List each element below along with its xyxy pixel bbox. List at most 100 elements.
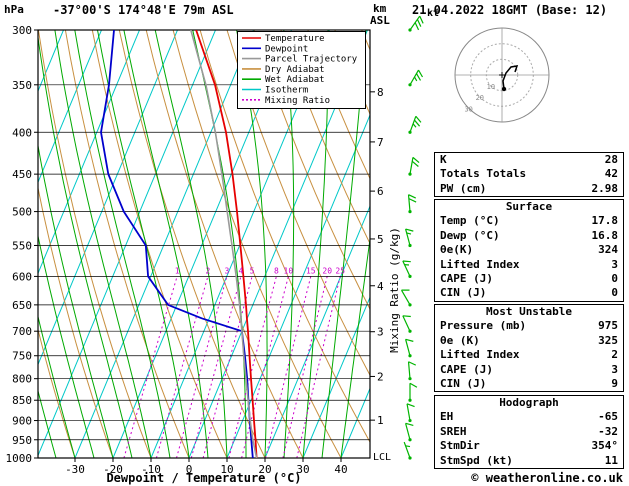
stat-label: θe (K) [440,333,480,347]
legend-label: Mixing Ratio [265,96,330,106]
temp-tick-label: 30 [296,463,309,476]
stat-label: Totals Totals [440,167,527,181]
stat-label: StmSpd (kt) [440,453,513,467]
panel-title: Hodograph [499,396,559,409]
stat-row: θe(K) 324 [435,243,623,257]
pressure-tick-label: 300 [12,24,32,37]
lcl-label: LCL [373,452,391,463]
pressure-tick-label: 850 [12,394,32,407]
stat-value: 0 [611,286,618,300]
stats-panel-most-unstable: Most Unstable Pressure (mb) 975 θe (K) 325 Li… [434,304,624,393]
legend-label: Wet Adiabat [265,75,325,85]
copyright: © weatheronline.co.uk [471,471,623,485]
parcel-trajectory-curve [190,30,258,458]
hodograph-origin-dot [501,86,507,92]
hodograph-ring-label: 30 [464,105,472,113]
km-tick-label: 6 [377,185,384,198]
legend-label: Parcel Trajectory [265,55,358,65]
stat-row: SREH -32 [435,425,623,439]
stat-value: 975 [598,319,618,333]
pressure-tick-label: 550 [12,239,32,252]
mixing-ratio-value-label: 10 [284,266,294,275]
mixing-ratio-value-label: 2 [205,266,210,275]
stats-panel-indices: K 28 Totals Totals 42 PW (cm) 2.98 [434,152,624,198]
stat-value: 9 [611,376,618,390]
datetime-label: 21.04.2022 18GMT (Base: 12) [412,3,607,17]
mixing-ratio-value-label: 4 [239,266,244,275]
km-tick-label: 7 [377,136,384,149]
stat-value: 2 [611,348,618,362]
stat-label: CAPE (J) [440,362,493,376]
stat-row: θe (K) 325 [435,334,623,348]
mixing-ratio-value-label: 20 [322,266,332,275]
km-tick-label: 4 [377,280,384,293]
pressure-tick-label: 350 [12,79,32,92]
pressure-tick-label: 750 [12,350,32,363]
stat-row: Totals Totals 42 [435,167,623,181]
temp-tick-label: 10 [220,463,233,476]
temp-tick-label: 20 [258,463,271,476]
km-tick-label: 3 [377,326,384,339]
mixing-ratio-axis-title: Mixing Ratio (g/kg) [388,227,401,353]
stat-row: CAPE (J) 0 [435,272,623,286]
stat-value: 3 [611,362,618,376]
stat-row: EH -65 [435,410,623,424]
pressure-tick-label: 400 [12,126,32,139]
stat-value: 354° [591,439,619,453]
stat-value: -32 [598,424,618,438]
temp-tick-label: -20 [103,463,123,476]
x-axis-title: Dewpoint / Temperature (°C) [106,471,301,485]
stat-label: Temp (°C) [440,214,500,228]
pressure-tick-label: 800 [12,373,32,386]
stat-label: Dewp (°C) [440,228,500,242]
km-tick-label: 8 [377,86,384,99]
stat-value: -65 [598,410,618,424]
station-title: -37°00'S 174°48'E 79m ASL [53,3,234,17]
sounding-curves [100,30,258,458]
mixing-ratio-value-label: 5 [250,266,255,275]
temp-tick-label: 0 [186,463,193,476]
mixing-ratio-value-label: 1 [175,266,180,275]
hodograph-ring-label: 10 [487,83,495,91]
stat-label: CIN (J) [440,376,487,390]
stat-label: CIN (J) [440,286,487,300]
stat-label: K [440,153,447,166]
stat-value: 16.8 [591,228,619,242]
km-axis-label: km [373,2,387,15]
pressure-tick-label: 500 [12,206,32,219]
km-tick-label: 2 [377,370,384,383]
stat-label: SREH [440,424,467,438]
stat-label: EH [440,410,454,424]
pressure-tick-label: 700 [12,325,32,338]
mixing-ratio-value-label: 15 [306,266,316,275]
stat-label: Lifted Index [440,257,520,271]
stat-value: 17.8 [591,214,619,228]
stat-row: CIN (J) 0 [435,286,623,300]
hodograph-trace [502,65,519,90]
stat-label: PW (cm) [440,181,487,195]
stat-label: θe(K) [440,243,474,257]
stat-row: Dewp (°C) 16.8 [435,229,623,243]
hodograph-ring-label: 20 [476,94,484,102]
temperature-curve [195,30,258,458]
stat-value: 3 [611,257,618,271]
axes-labels: 3003504004505005506006507007508008509009… [6,24,385,476]
stat-row: K 28 [435,153,623,167]
stat-row: StmDir 354° [435,439,623,453]
stat-label: StmDir [440,439,480,453]
stat-value: 324 [598,243,618,257]
stat-row: Temp (°C) 17.8 [435,214,623,228]
hodograph-unit-label: kt [427,8,439,19]
km-tick-label: 5 [377,233,384,246]
stat-row: Lifted Index 2 [435,348,623,362]
pressure-tick-label: 650 [12,299,32,312]
legend-label: Temperature [265,34,325,44]
asl-axis-label: ASL [370,14,390,27]
stat-label: CAPE (J) [440,271,493,285]
pressure-tick-label: 1000 [6,452,33,465]
stat-value: 325 [598,333,618,347]
